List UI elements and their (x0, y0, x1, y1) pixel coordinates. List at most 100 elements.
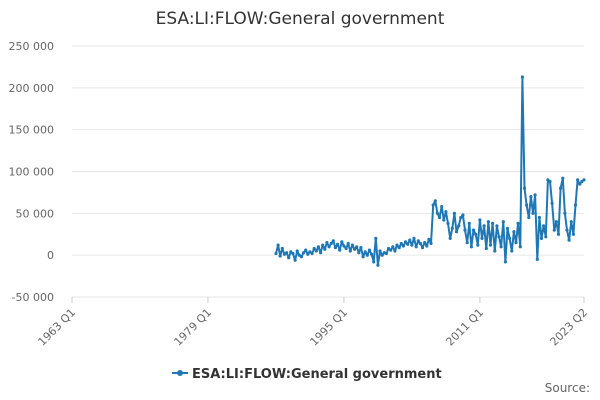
data-point[interactable] (508, 236, 512, 240)
data-point[interactable] (482, 224, 486, 228)
data-point[interactable] (531, 211, 535, 215)
data-point[interactable] (389, 248, 393, 252)
data-point[interactable] (486, 220, 490, 224)
data-point[interactable] (395, 243, 399, 247)
data-point[interactable] (497, 235, 501, 239)
data-point[interactable] (550, 201, 554, 205)
data-point[interactable] (559, 186, 563, 190)
data-point[interactable] (408, 238, 412, 242)
data-point[interactable] (282, 252, 286, 256)
data-point[interactable] (567, 238, 571, 242)
data-point[interactable] (278, 254, 282, 258)
data-point[interactable] (348, 249, 352, 253)
credits[interactable]: Source: (545, 381, 590, 395)
data-point[interactable] (512, 230, 516, 234)
data-point[interactable] (461, 213, 465, 217)
legend-label[interactable]: ESA:LI:FLOW:General government (192, 367, 442, 382)
data-point[interactable] (469, 245, 473, 249)
data-point[interactable] (423, 241, 427, 245)
data-point[interactable] (433, 199, 437, 203)
data-point[interactable] (556, 232, 561, 236)
data-point[interactable] (304, 248, 308, 252)
data-point[interactable] (376, 263, 380, 267)
data-point[interactable] (323, 247, 327, 251)
data-point[interactable] (537, 215, 542, 220)
data-point[interactable] (474, 232, 478, 236)
data-point[interactable] (501, 220, 505, 224)
data-point[interactable] (344, 246, 348, 251)
data-point[interactable] (539, 236, 544, 240)
data-point[interactable] (361, 255, 365, 259)
data-point[interactable] (488, 243, 493, 247)
data-point[interactable] (416, 239, 420, 243)
data-point[interactable] (533, 193, 537, 197)
data-point[interactable] (333, 246, 337, 250)
data-point[interactable] (467, 221, 471, 225)
data-point[interactable] (374, 236, 378, 240)
data-point[interactable] (452, 211, 456, 215)
data-point[interactable] (554, 220, 559, 224)
data-point[interactable] (355, 245, 359, 249)
data-point[interactable] (480, 236, 484, 240)
data-point[interactable] (535, 257, 539, 261)
data-point[interactable] (325, 241, 329, 245)
data-point[interactable] (525, 203, 529, 207)
data-point[interactable] (406, 242, 410, 246)
data-point[interactable] (457, 224, 461, 228)
data-point[interactable] (391, 245, 395, 249)
data-point[interactable] (399, 241, 403, 246)
data-point[interactable] (280, 246, 284, 251)
data-point[interactable] (459, 215, 463, 220)
data-point[interactable] (563, 211, 567, 215)
data-point[interactable] (440, 205, 444, 209)
data-point[interactable] (503, 260, 507, 264)
data-point[interactable] (552, 228, 556, 232)
data-point[interactable] (510, 249, 514, 253)
data-point[interactable] (420, 246, 425, 250)
data-point[interactable] (435, 211, 439, 215)
data-point[interactable] (365, 253, 369, 257)
data-point[interactable] (491, 221, 495, 225)
data-point[interactable] (484, 246, 488, 251)
data-point[interactable] (548, 179, 552, 184)
data-point[interactable] (471, 228, 476, 232)
data-point[interactable] (350, 243, 354, 247)
data-point[interactable] (316, 245, 320, 249)
data-point[interactable] (414, 245, 418, 249)
data-point[interactable] (520, 75, 525, 79)
data-point[interactable] (529, 195, 533, 199)
data-point[interactable] (312, 246, 316, 251)
data-point[interactable] (293, 258, 297, 262)
data-point[interactable] (578, 182, 582, 186)
data-point[interactable] (378, 249, 382, 253)
data-point[interactable] (274, 251, 278, 256)
data-point[interactable] (410, 243, 414, 247)
data-point[interactable] (544, 235, 548, 239)
data-point[interactable] (573, 203, 578, 207)
data-point[interactable] (454, 230, 459, 234)
data-point[interactable] (450, 226, 454, 230)
data-point[interactable] (370, 252, 374, 256)
data-point[interactable] (401, 244, 405, 248)
data-point[interactable] (446, 221, 450, 225)
data-point[interactable] (291, 251, 295, 256)
data-point[interactable] (516, 221, 520, 225)
data-point[interactable] (310, 251, 314, 256)
data-point[interactable] (329, 241, 333, 246)
data-point[interactable] (522, 186, 527, 190)
data-point[interactable] (565, 228, 569, 232)
data-point[interactable] (412, 236, 416, 240)
data-point[interactable] (299, 255, 303, 259)
data-point[interactable] (367, 248, 371, 252)
data-point[interactable] (514, 241, 518, 245)
data-point[interactable] (495, 224, 499, 228)
data-point[interactable] (302, 251, 306, 255)
data-point[interactable] (527, 215, 531, 220)
data-point[interactable] (357, 251, 361, 255)
data-point[interactable] (340, 240, 344, 244)
data-point[interactable] (319, 251, 323, 255)
legend[interactable]: ESA:LI:FLOW:General government (172, 367, 442, 382)
data-point[interactable] (444, 210, 448, 214)
data-point[interactable] (342, 244, 346, 248)
data-point[interactable] (448, 236, 452, 240)
